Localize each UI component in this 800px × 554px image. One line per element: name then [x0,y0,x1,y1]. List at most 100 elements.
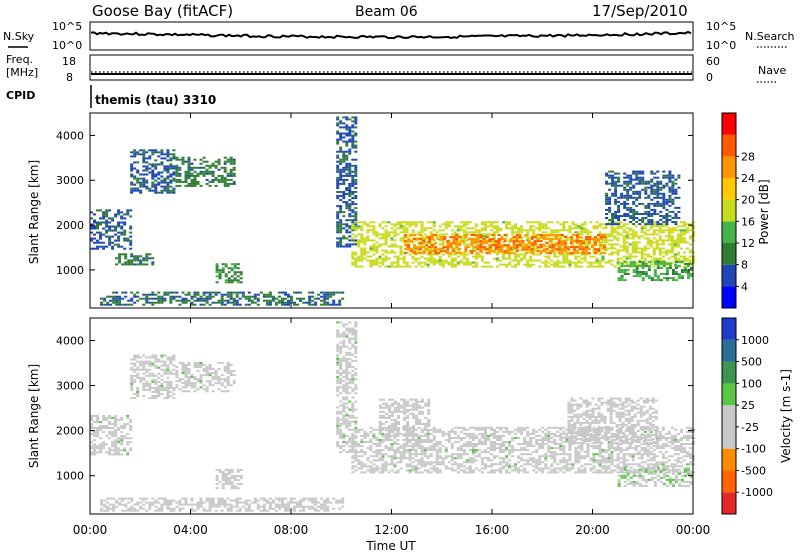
power-cell [503,240,507,243]
velocity-cell [335,499,339,502]
velocity-cell [411,465,415,468]
power-cell [351,126,355,129]
velocity-cell [417,461,421,464]
power-cell [372,263,376,266]
velocity-cell [342,323,346,326]
velocity-cell [339,451,343,454]
power-cell [631,243,635,246]
power-cell [354,150,358,153]
power-cell [127,263,131,266]
power-cell [130,303,134,306]
power-cell [274,297,278,300]
power-cell [151,181,155,184]
power-cell [589,221,593,224]
velocity-cell [227,477,231,480]
power-cell [616,253,620,256]
power-cell [444,259,448,262]
power-cell [372,249,376,252]
power-cell [336,241,340,244]
power-cell [626,206,630,209]
power-cell [623,273,627,275]
velocity-cell [274,497,278,500]
power-cell [650,188,654,191]
power-cell [641,273,645,275]
velocity-cell [336,394,340,397]
velocity-cell [220,361,224,364]
power-cell [187,158,191,161]
power-cell [265,303,269,306]
velocity-cell [369,445,373,448]
power-cell [351,193,355,195]
power-cell [532,253,536,256]
power-cell [120,233,124,236]
power-cell [532,221,536,224]
velocity-cell [405,457,409,460]
power-cell [399,249,403,252]
power-cell [662,196,666,199]
power-cell [339,209,343,212]
power-cell [420,221,424,224]
power-cell [560,242,564,245]
velocity-cell [405,439,409,441]
power-cell [172,177,176,180]
power-cell [336,223,340,226]
power-cell [145,165,149,168]
velocity-cell [438,430,442,433]
power-cell [544,245,548,248]
power-cell [655,239,659,242]
velocity-cell [256,505,260,508]
power-cell [387,265,391,268]
power-cell [348,239,352,242]
velocity-cell [290,497,293,500]
power-cell [187,168,191,171]
power-cell [166,191,170,194]
power-cell [196,291,200,294]
power-cell [458,244,462,247]
power-cell [674,221,678,223]
power-cell [432,257,436,260]
power-cell [502,253,505,256]
velocity-cell [130,386,134,389]
power-cell [541,231,545,234]
velocity-cell [342,414,346,417]
power-cell [375,245,379,248]
power-cell [142,173,146,176]
power-cell [157,295,161,298]
velocity-cell [112,497,116,500]
velocity-cell [408,453,412,456]
velocity-cell [221,473,225,475]
velocity-cell [381,455,385,458]
velocity-cell [435,445,439,448]
power-cell [117,243,121,246]
power-cell [351,158,355,161]
power-cell [178,184,182,187]
power-cell [625,237,629,240]
velocity-cell [405,441,409,443]
velocity-cell [336,443,340,445]
velocity-cell [217,380,221,383]
power-cell [520,229,524,232]
power-cell [390,245,394,248]
power-cell [496,221,499,224]
power-cell [133,149,137,152]
velocity-cell [339,410,343,413]
power-cell [423,229,427,232]
power-cell [646,243,650,246]
power-cell [559,229,563,232]
power-cell [496,231,499,234]
power-cell [629,196,633,199]
power-cell [595,227,599,230]
velocity-cell [342,390,346,393]
power-cell [190,172,194,175]
power-cell [506,250,510,253]
power-cell [123,223,127,226]
power-cell [235,293,239,296]
velocity-cell [348,361,352,364]
power-cell [635,178,639,181]
power-cell [114,225,118,228]
power-cell [588,240,591,243]
power-cell [608,200,612,203]
power-cell [565,253,569,256]
power-cell [157,163,161,166]
power-cell [626,176,630,179]
